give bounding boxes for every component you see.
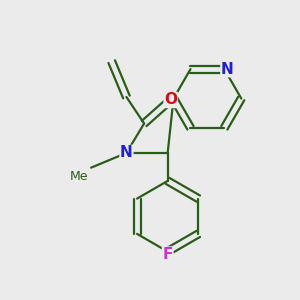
Text: O: O — [164, 92, 177, 107]
Text: N: N — [221, 61, 234, 76]
Text: F: F — [163, 247, 173, 262]
Text: Me: Me — [70, 170, 88, 183]
Text: N: N — [120, 146, 133, 160]
